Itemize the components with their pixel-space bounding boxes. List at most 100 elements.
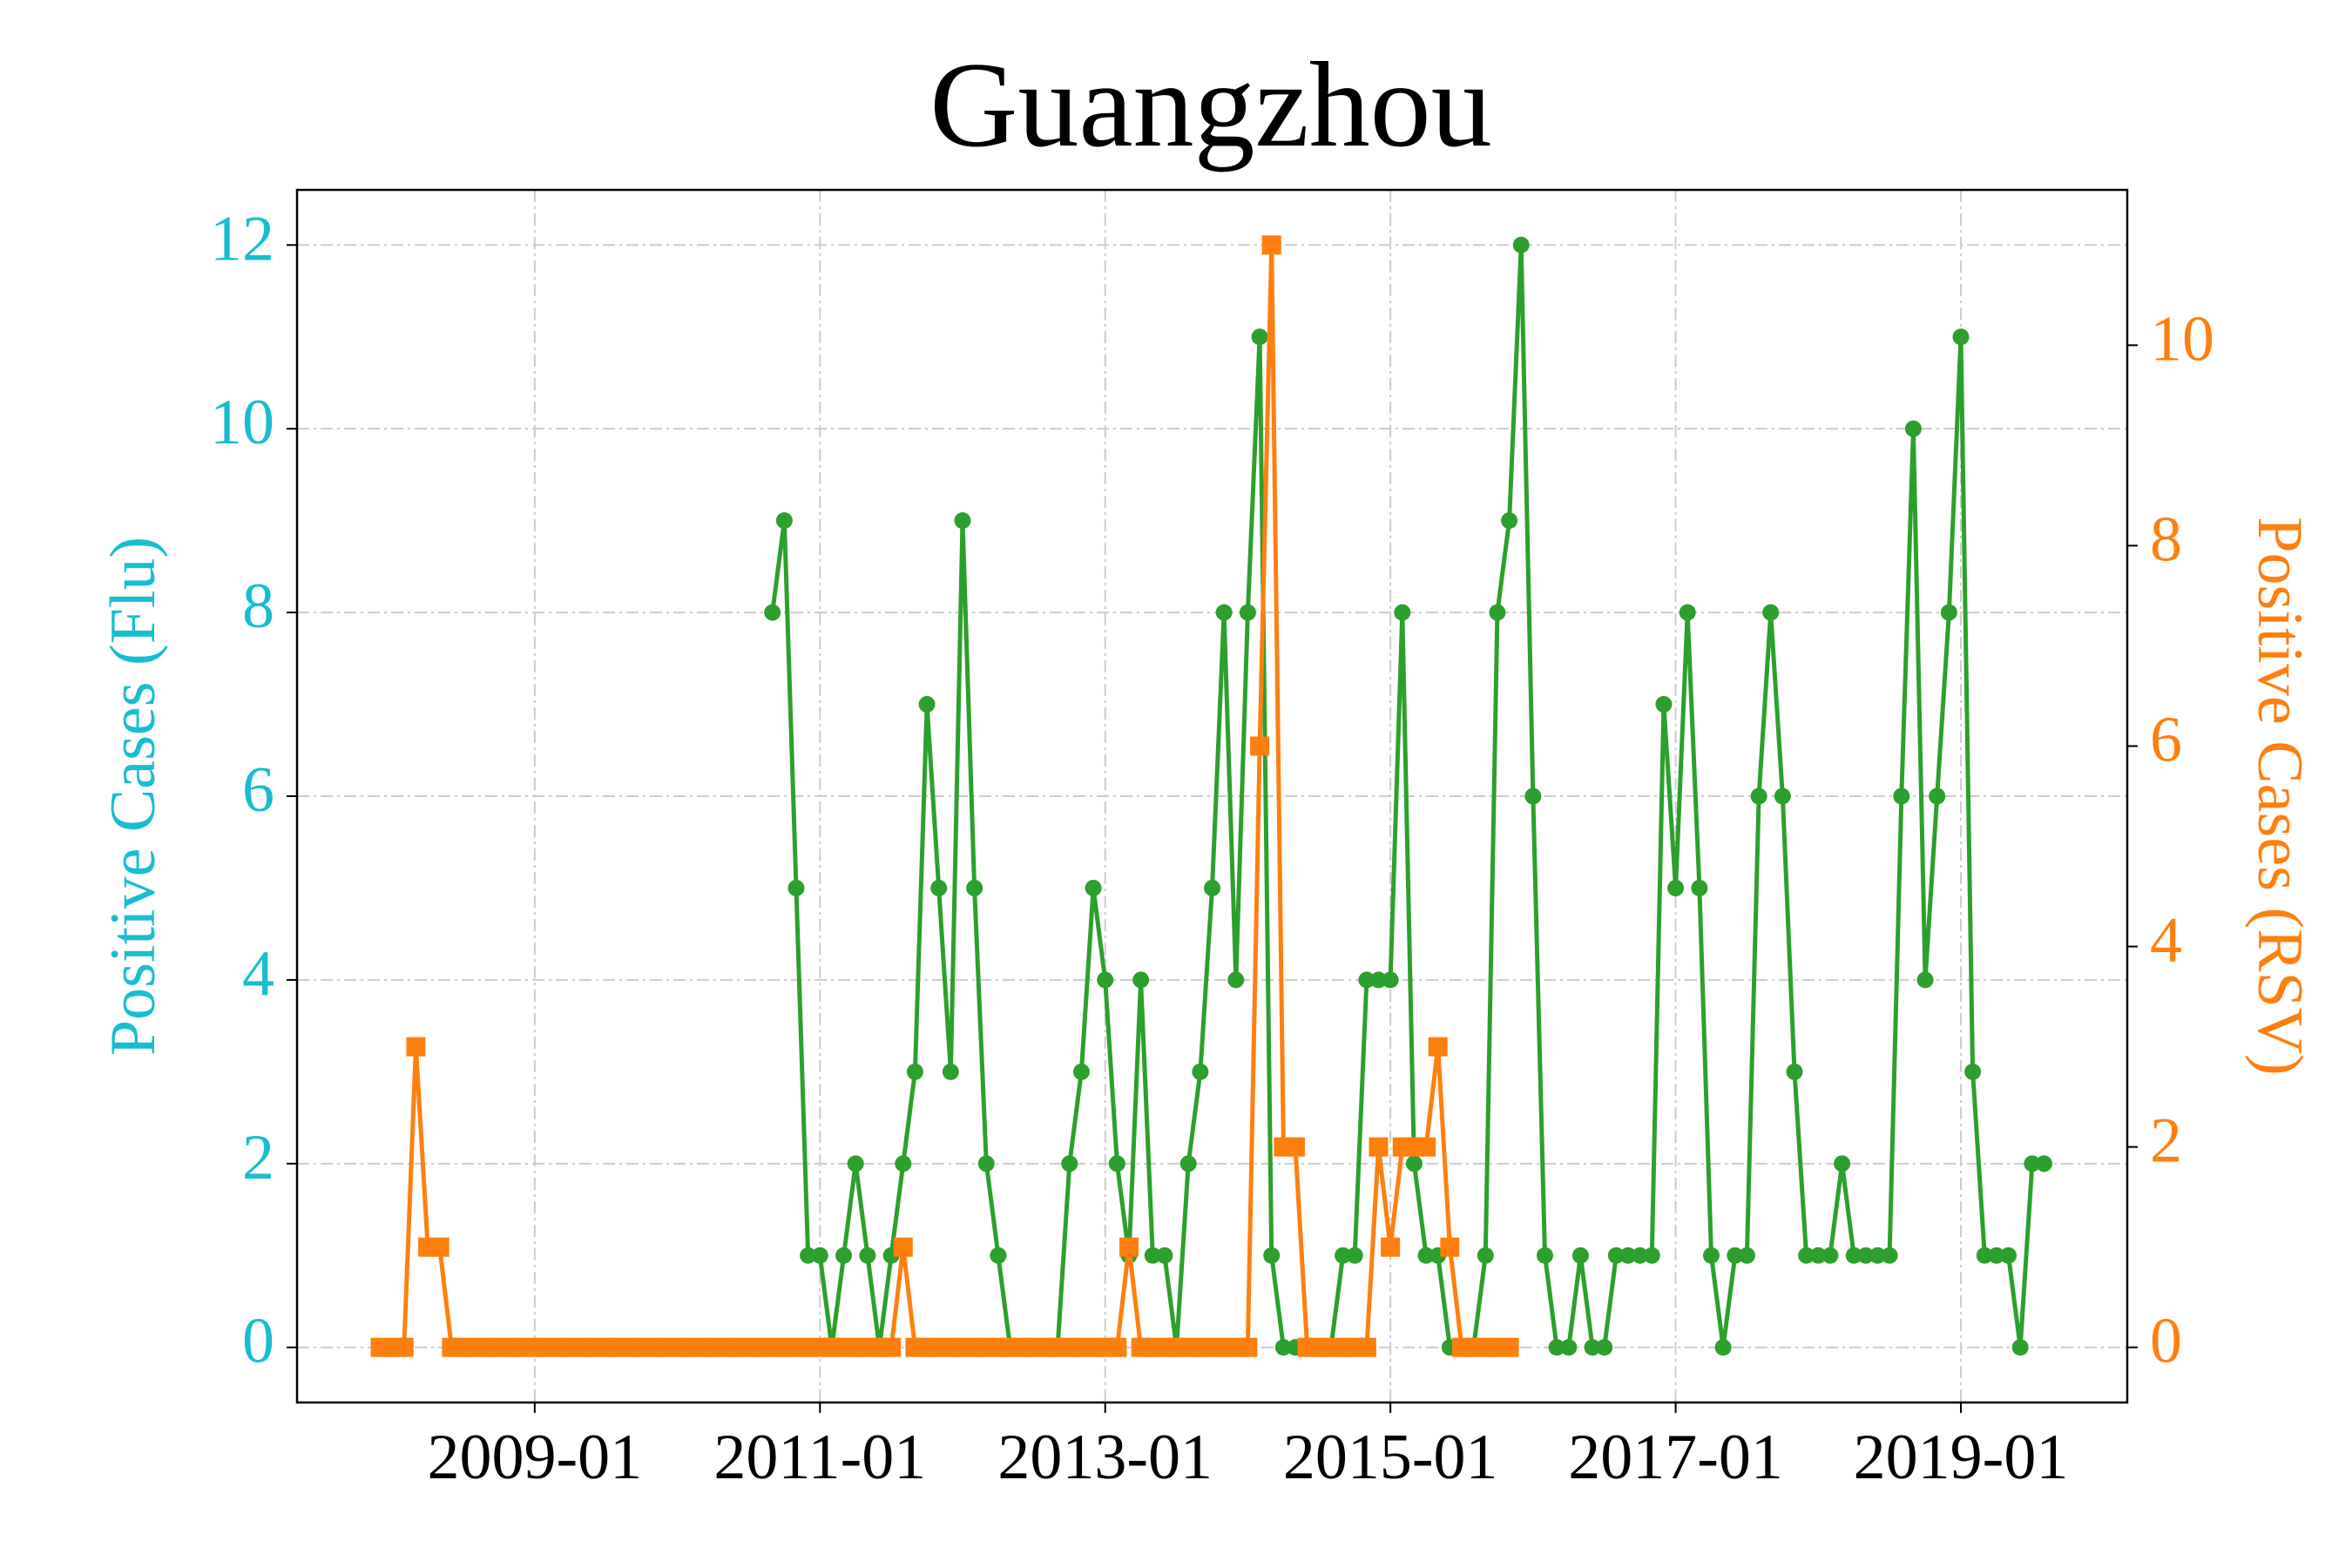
y-tick-label: 4 — [242, 938, 274, 1010]
plot-frame — [295, 188, 2129, 1404]
y-tick-label: 12 — [210, 203, 274, 274]
circle-marker — [1893, 787, 1910, 805]
y2-tick-label: 2 — [2150, 1105, 2182, 1177]
square-marker — [1381, 1237, 1401, 1257]
circle-marker — [1869, 1247, 1886, 1264]
circle-marker — [1132, 971, 1150, 989]
square-marker — [1499, 1337, 1519, 1357]
circle-marker — [918, 696, 936, 713]
circle-marker — [990, 1247, 1007, 1264]
y2-tick-label: 0 — [2150, 1306, 2182, 1377]
circle-marker — [1821, 1247, 1839, 1264]
square-marker — [1107, 1337, 1127, 1357]
circle-marker — [1845, 1247, 1862, 1264]
circle-marker — [1251, 328, 1268, 346]
circle-marker — [1786, 1063, 1803, 1080]
circle-marker — [1501, 512, 1518, 530]
circle-marker — [1714, 1339, 1732, 1356]
circle-marker — [1632, 1247, 1649, 1264]
circle-marker — [1524, 787, 1542, 805]
circle-marker — [1477, 1247, 1494, 1264]
circle-marker — [942, 1063, 959, 1080]
square-marker — [1416, 1137, 1436, 1157]
circle-marker — [1370, 971, 1387, 989]
y2-tick-label: 10 — [2150, 303, 2214, 375]
circle-marker — [1667, 879, 1685, 896]
y-tick-label: 0 — [242, 1306, 274, 1377]
circle-marker — [1738, 1247, 1755, 1264]
x-tick-label: 2015-01 — [1283, 1422, 1498, 1493]
circle-marker — [2000, 1247, 2017, 1264]
x-tick-label: 2017-01 — [1568, 1422, 1783, 1493]
circle-marker — [906, 1063, 923, 1080]
circle-marker — [859, 1247, 876, 1264]
circle-marker — [1571, 1247, 1589, 1264]
circle-marker — [1108, 1155, 1125, 1173]
circle-marker — [1964, 1063, 1982, 1080]
circle-marker — [1727, 1247, 1744, 1264]
circle-marker — [835, 1247, 853, 1264]
square-marker — [1356, 1337, 1376, 1357]
circle-marker — [1144, 1247, 1161, 1264]
circle-marker — [1809, 1247, 1827, 1264]
circle-marker — [1857, 1247, 1875, 1264]
circle-marker — [1643, 1247, 1660, 1264]
circle-marker — [930, 879, 948, 896]
circle-marker — [811, 1247, 828, 1264]
circle-marker — [1774, 787, 1791, 805]
circle-marker — [1916, 971, 1934, 989]
circle-marker — [775, 512, 793, 530]
circle-marker — [1940, 604, 1957, 621]
circle-marker — [1798, 1247, 1815, 1264]
circle-marker — [1619, 1247, 1637, 1264]
square-marker — [429, 1237, 449, 1257]
circle-marker — [1976, 1247, 1993, 1264]
circle-marker — [977, 1155, 995, 1173]
circle-marker — [1085, 879, 1102, 896]
circle-marker — [847, 1155, 864, 1173]
square-marker — [1428, 1037, 1448, 1057]
circle-marker — [1192, 1063, 1209, 1080]
circle-marker — [1904, 420, 1922, 437]
circle-marker — [1584, 1339, 1601, 1356]
circle-marker — [1929, 787, 1946, 805]
circle-marker — [1834, 1155, 1851, 1173]
y-axis-label: Positive Cases (Flu) — [98, 537, 169, 1056]
circle-marker — [1417, 1247, 1435, 1264]
square-marker — [406, 1037, 426, 1057]
square-marker — [394, 1337, 414, 1357]
square-marker — [882, 1337, 902, 1357]
circle-marker — [1405, 1155, 1423, 1173]
circle-marker — [1179, 1155, 1197, 1173]
circle-marker — [1358, 971, 1375, 989]
circle-marker — [764, 604, 781, 621]
chart-title: Guangzhou — [929, 37, 1491, 172]
square-marker — [1286, 1137, 1305, 1157]
y-tick-label: 2 — [242, 1122, 274, 1193]
circle-marker — [1263, 1247, 1281, 1264]
square-marker — [893, 1237, 913, 1257]
square-marker — [1238, 1337, 1258, 1357]
circle-marker — [787, 879, 805, 896]
square-marker — [1250, 736, 1270, 756]
y2-tick-label: 6 — [2150, 704, 2182, 775]
circle-marker — [1952, 328, 1970, 346]
circle-marker — [1335, 1247, 1352, 1264]
circle-marker — [1156, 1247, 1173, 1264]
circle-marker — [1097, 971, 1114, 989]
circle-marker — [1762, 604, 1780, 621]
circle-marker — [895, 1155, 912, 1173]
x-tick-label: 2009-01 — [428, 1422, 643, 1493]
x-tick-label: 2011-01 — [713, 1422, 926, 1493]
circle-marker — [1548, 1339, 1565, 1356]
square-marker — [1261, 235, 1281, 255]
square-marker — [1369, 1137, 1389, 1157]
circle-marker — [1750, 787, 1767, 805]
y2-axis-label: Positive Cases (RSV) — [2244, 517, 2315, 1075]
circle-marker — [1227, 971, 1245, 989]
x-tick-label: 2013-01 — [997, 1422, 1213, 1493]
circle-marker — [2024, 1155, 2041, 1173]
square-marker — [1119, 1237, 1139, 1257]
circle-marker — [1239, 604, 1256, 621]
circle-marker — [1061, 1155, 1078, 1173]
